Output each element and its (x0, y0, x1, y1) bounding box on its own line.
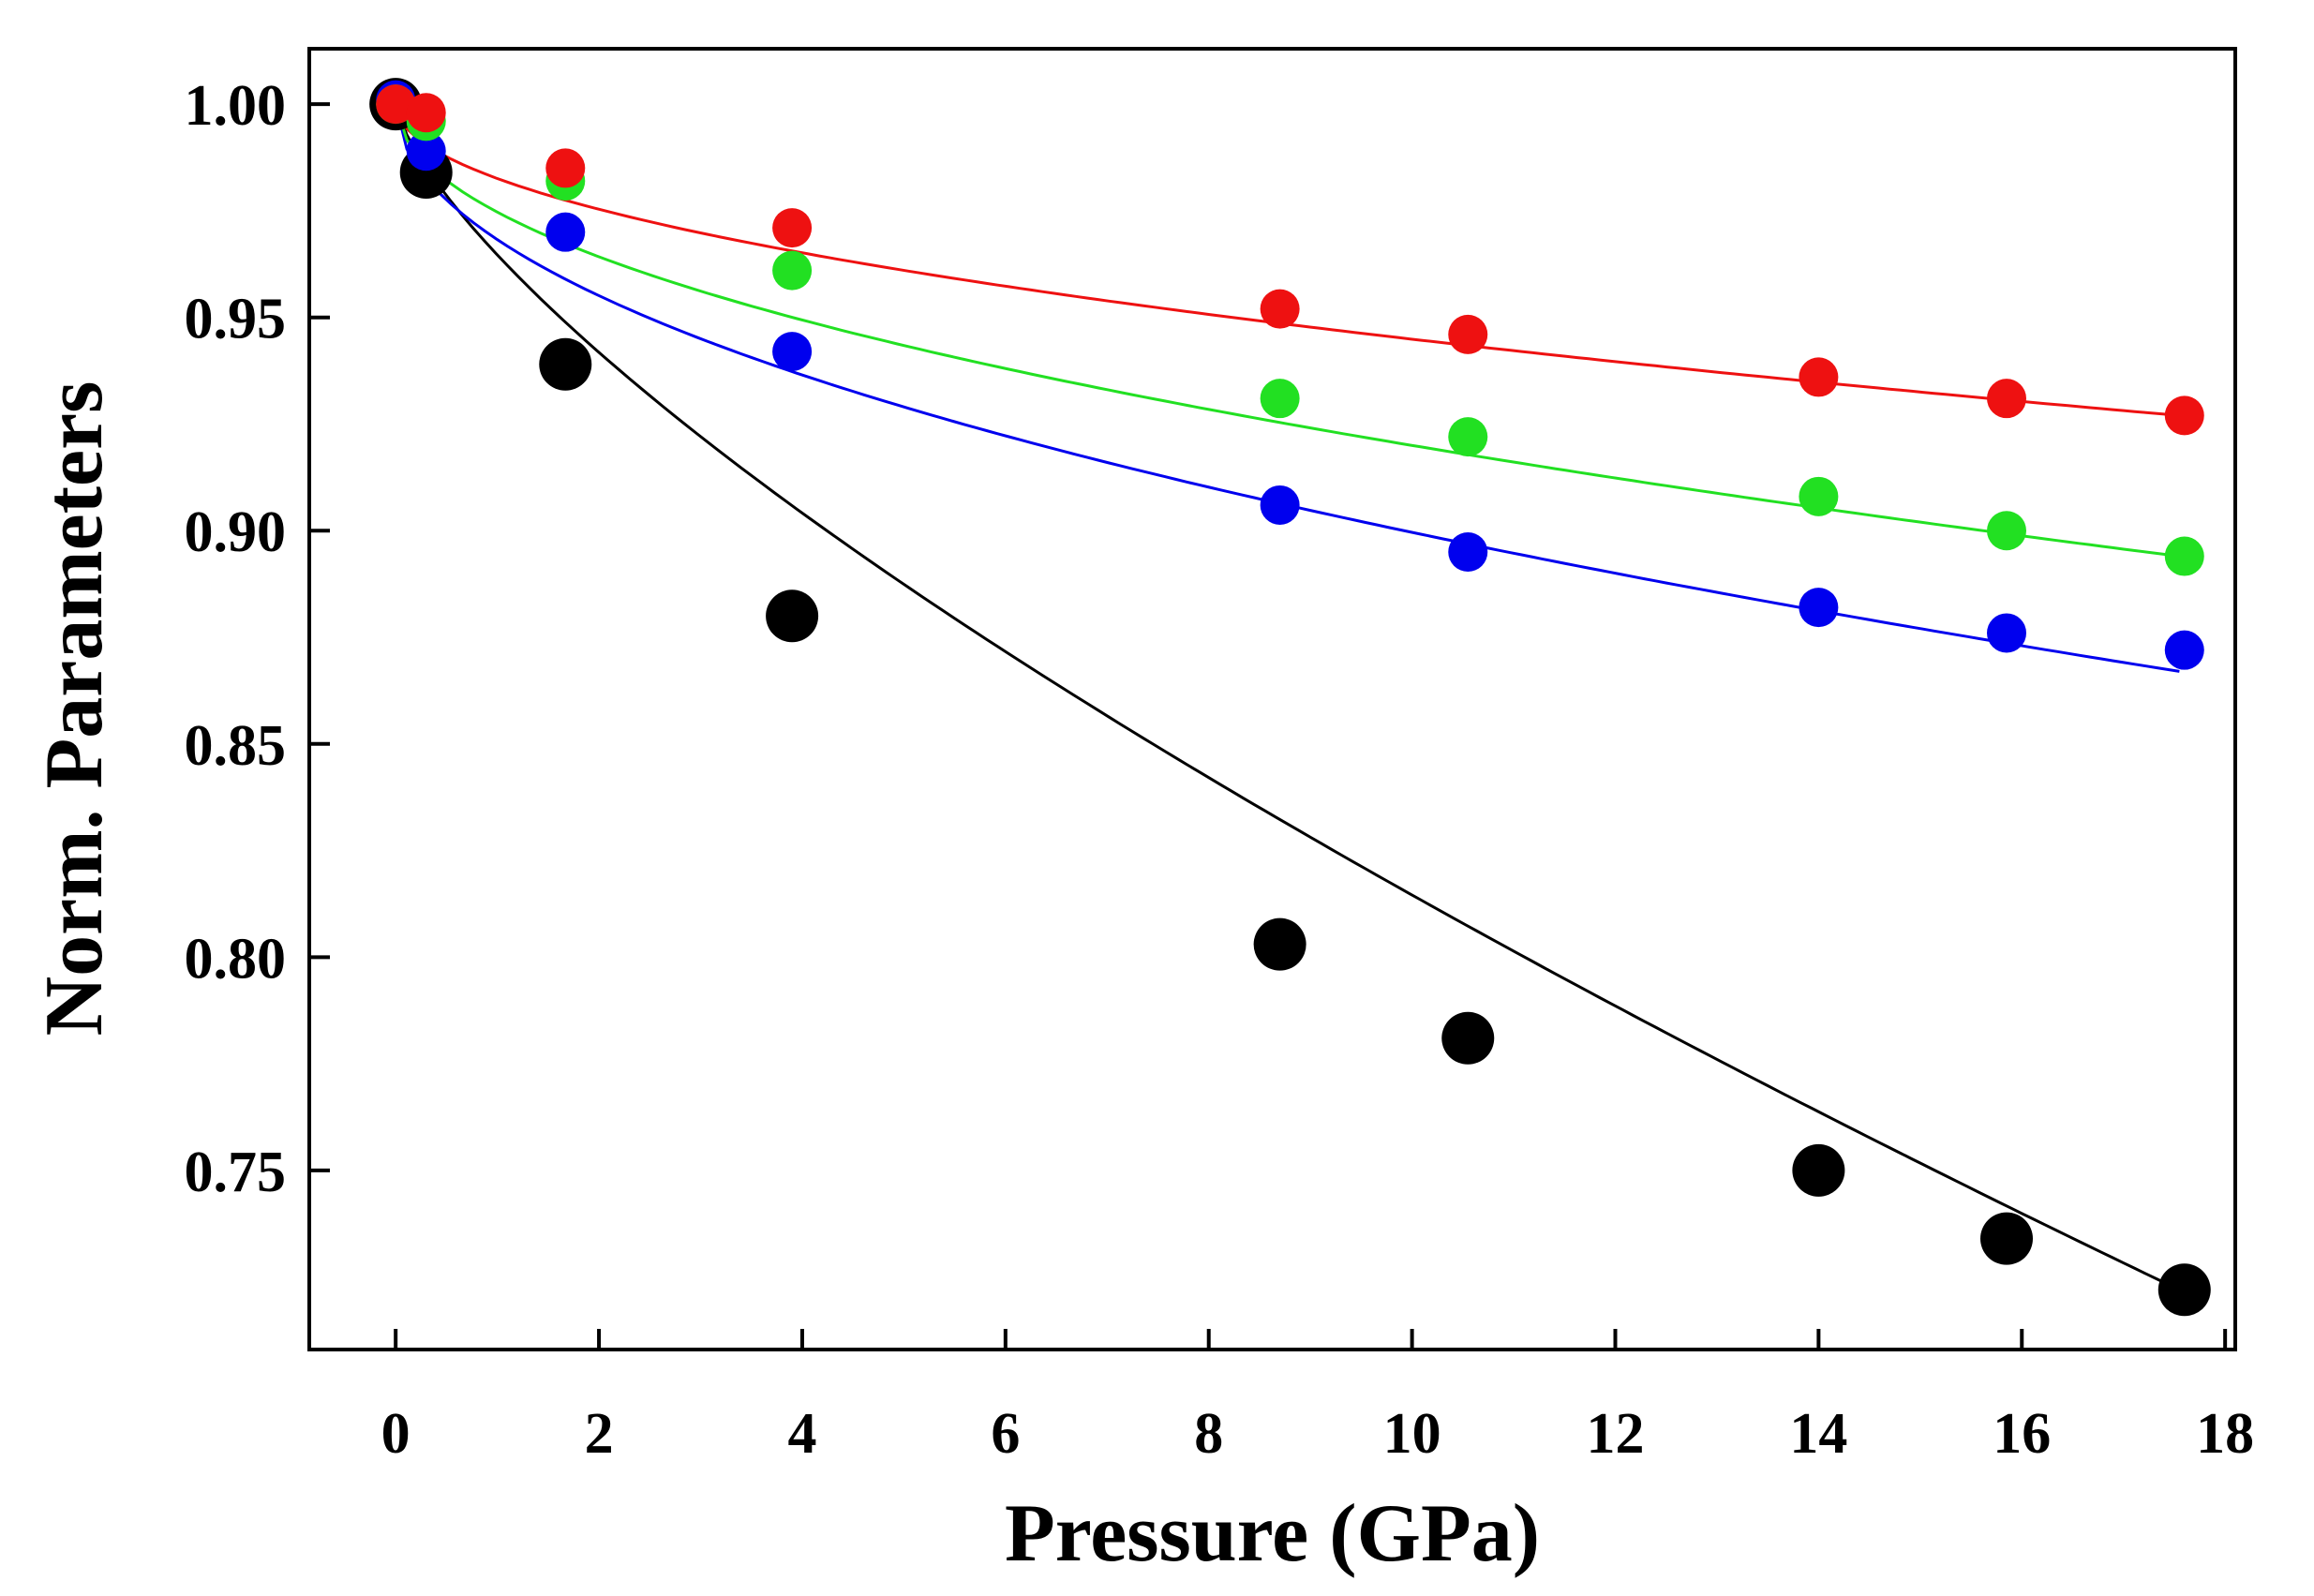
point-green (1799, 476, 1839, 516)
x-tick-label: 2 (585, 1402, 614, 1466)
y-tick-label: 0.80 (185, 927, 287, 991)
point-green (2164, 536, 2204, 576)
point-red (2164, 395, 2204, 436)
point-red (406, 93, 446, 133)
point-red (772, 208, 813, 248)
point-green (1987, 511, 2027, 551)
point-black (766, 589, 819, 643)
point-red (1799, 357, 1839, 397)
point-blue (1987, 613, 2027, 653)
point-red (376, 84, 416, 125)
x-tick-label: 16 (1993, 1402, 2051, 1466)
fit-line-green (394, 103, 2180, 558)
point-black (1980, 1212, 2034, 1265)
x-axis-title: Pressure (GPa) (1005, 1488, 1540, 1579)
point-blue (772, 332, 813, 372)
y-tick-label: 0.75 (185, 1141, 287, 1204)
point-blue (1799, 588, 1839, 628)
point-red (545, 148, 586, 188)
y-tick-label: 0.85 (185, 714, 287, 778)
point-blue (406, 131, 446, 172)
point-red (1448, 314, 1488, 354)
fit-line-black (394, 103, 2181, 1291)
point-blue (545, 212, 586, 252)
y-axis-ticks: 0.75 0.80 0.85 0.90 0.95 1.00 (185, 74, 330, 1204)
point-black (2157, 1263, 2211, 1317)
x-tick-label: 14 (1789, 1402, 1847, 1466)
point-red (1987, 379, 2027, 419)
point-blue (1448, 531, 1488, 572)
point-black (1253, 917, 1306, 971)
point-green (1448, 417, 1488, 457)
x-tick-label: 10 (1383, 1402, 1441, 1466)
point-black (1792, 1143, 1845, 1197)
y-tick-label: 0.95 (185, 288, 287, 351)
plot-frame (307, 47, 2237, 1351)
y-tick-label: 1.00 (185, 74, 287, 138)
x-tick-label: 8 (1194, 1402, 1223, 1466)
point-black (539, 337, 592, 391)
data-points (369, 78, 2211, 1317)
x-axis-ticks: 0 2 4 6 8 10 12 14 16 18 (381, 1329, 2254, 1466)
point-blue (1260, 485, 1300, 525)
x-tick-label: 18 (2196, 1402, 2254, 1466)
x-tick-label: 4 (787, 1402, 816, 1466)
point-black (1441, 1011, 1495, 1065)
point-blue (2164, 630, 2204, 670)
point-green (772, 250, 813, 291)
y-tick-label: 0.90 (185, 500, 287, 564)
x-tick-label: 12 (1586, 1402, 1644, 1466)
point-green (1260, 379, 1300, 419)
fit-curves (394, 103, 2181, 1291)
point-red (1260, 289, 1300, 329)
y-axis-title: Norm. Parameters (29, 381, 120, 1037)
x-tick-label: 0 (381, 1402, 411, 1466)
x-tick-label: 6 (991, 1402, 1020, 1466)
